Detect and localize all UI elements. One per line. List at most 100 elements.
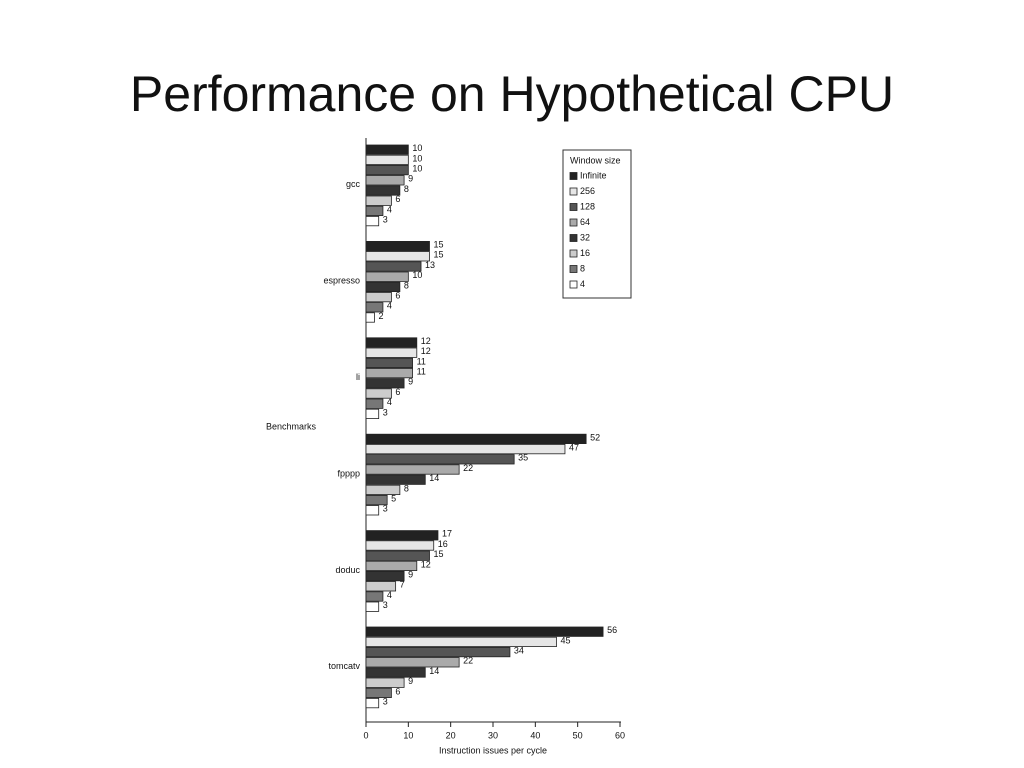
- bar: [365, 454, 515, 465]
- bar: [365, 302, 384, 313]
- data-label: 3: [383, 214, 388, 224]
- bar: [365, 626, 604, 637]
- data-label: 10: [412, 270, 422, 280]
- data-label: 4: [387, 301, 392, 311]
- data-label: 6: [395, 387, 400, 397]
- x-axis-label: Instruction issues per cycle: [439, 745, 547, 755]
- data-label: 6: [395, 686, 400, 696]
- bar: [365, 398, 384, 409]
- legend-label: 256: [580, 186, 595, 196]
- data-label: 11: [417, 366, 426, 376]
- legend-title: Window size: [570, 155, 621, 165]
- data-label: 15: [434, 250, 444, 260]
- data-label: 12: [421, 559, 431, 569]
- bar: [365, 347, 418, 358]
- x-tick-label: 10: [403, 730, 413, 740]
- bar: [365, 601, 380, 612]
- bar: [365, 550, 430, 561]
- data-label: 7: [400, 580, 405, 590]
- bar: [365, 494, 388, 506]
- data-label: 5: [391, 493, 396, 503]
- legend-label: 32: [580, 232, 590, 242]
- x-tick-label: 40: [530, 730, 540, 740]
- data-label: 3: [383, 407, 388, 417]
- legend-label: 128: [580, 201, 595, 211]
- data-label: 34: [514, 645, 524, 655]
- bar: [365, 378, 405, 389]
- data-label: 3: [383, 504, 388, 514]
- bar: [365, 205, 384, 216]
- data-label: 4: [387, 397, 392, 407]
- data-label: 15: [434, 239, 444, 249]
- data-label: 13: [425, 260, 435, 270]
- bar: [365, 261, 422, 272]
- data-label: 10: [412, 163, 422, 173]
- bar: [365, 337, 418, 348]
- data-label: 22: [463, 656, 473, 666]
- bar: [365, 251, 430, 262]
- data-label: 2: [378, 311, 383, 321]
- data-label: 4: [387, 204, 392, 214]
- bar: [365, 144, 409, 155]
- legend-label: Infinite: [580, 170, 607, 180]
- data-label: 11: [417, 356, 426, 366]
- category-label: espresso: [323, 276, 360, 286]
- data-label: 3: [383, 696, 388, 706]
- bar: [365, 291, 392, 303]
- bar: [365, 195, 392, 206]
- legend-swatch: [569, 187, 578, 196]
- data-label: 10: [412, 153, 422, 163]
- x-tick-label: 50: [573, 730, 583, 740]
- bar: [365, 571, 405, 582]
- bar: [365, 164, 409, 176]
- data-label: 14: [429, 666, 439, 676]
- category-label: li: [356, 372, 360, 382]
- bar: [365, 271, 409, 282]
- bar: [365, 185, 401, 196]
- slide-title: Performance on Hypothetical CPU: [130, 66, 894, 122]
- legend-label: 64: [580, 217, 590, 227]
- bar: [365, 591, 384, 602]
- data-label: 8: [404, 483, 409, 493]
- bar: [365, 367, 413, 379]
- bar: [365, 474, 426, 485]
- bar: [365, 581, 397, 592]
- data-label: 8: [404, 280, 409, 290]
- legend-label: 16: [580, 248, 590, 258]
- bar: [365, 240, 430, 252]
- data-label: 10: [412, 143, 422, 153]
- bar: [365, 540, 435, 551]
- data-label: 45: [561, 635, 571, 645]
- category-label: doduc: [335, 565, 360, 575]
- legend-swatch: [569, 218, 578, 227]
- x-tick-label: 0: [363, 730, 368, 740]
- bar: [365, 281, 401, 293]
- bar: [365, 443, 566, 455]
- bar: [365, 560, 418, 572]
- bar: [365, 357, 413, 369]
- bar: [365, 464, 460, 475]
- data-label: 52: [590, 432, 600, 442]
- bar: [365, 408, 380, 420]
- data-label: 17: [442, 529, 452, 539]
- bar: [365, 657, 460, 668]
- bar: [365, 215, 380, 227]
- data-label: 9: [408, 676, 413, 686]
- data-label: 15: [434, 549, 444, 559]
- data-label: 9: [408, 569, 413, 579]
- x-tick-label: 60: [615, 730, 625, 740]
- category-label: fpppp: [337, 468, 360, 478]
- legend-swatch: [569, 203, 578, 211]
- data-label: 56: [607, 625, 617, 635]
- bar: [365, 484, 401, 496]
- x-tick-label: 20: [446, 730, 456, 740]
- bar: [365, 154, 409, 165]
- y-axis-label: Benchmarks: [266, 421, 317, 431]
- data-label: 9: [408, 377, 413, 387]
- category-label: tomcatv: [328, 661, 360, 671]
- data-label: 3: [383, 600, 388, 610]
- bar: [365, 505, 380, 516]
- data-label: 35: [518, 453, 528, 463]
- legend-swatch: [569, 234, 578, 242]
